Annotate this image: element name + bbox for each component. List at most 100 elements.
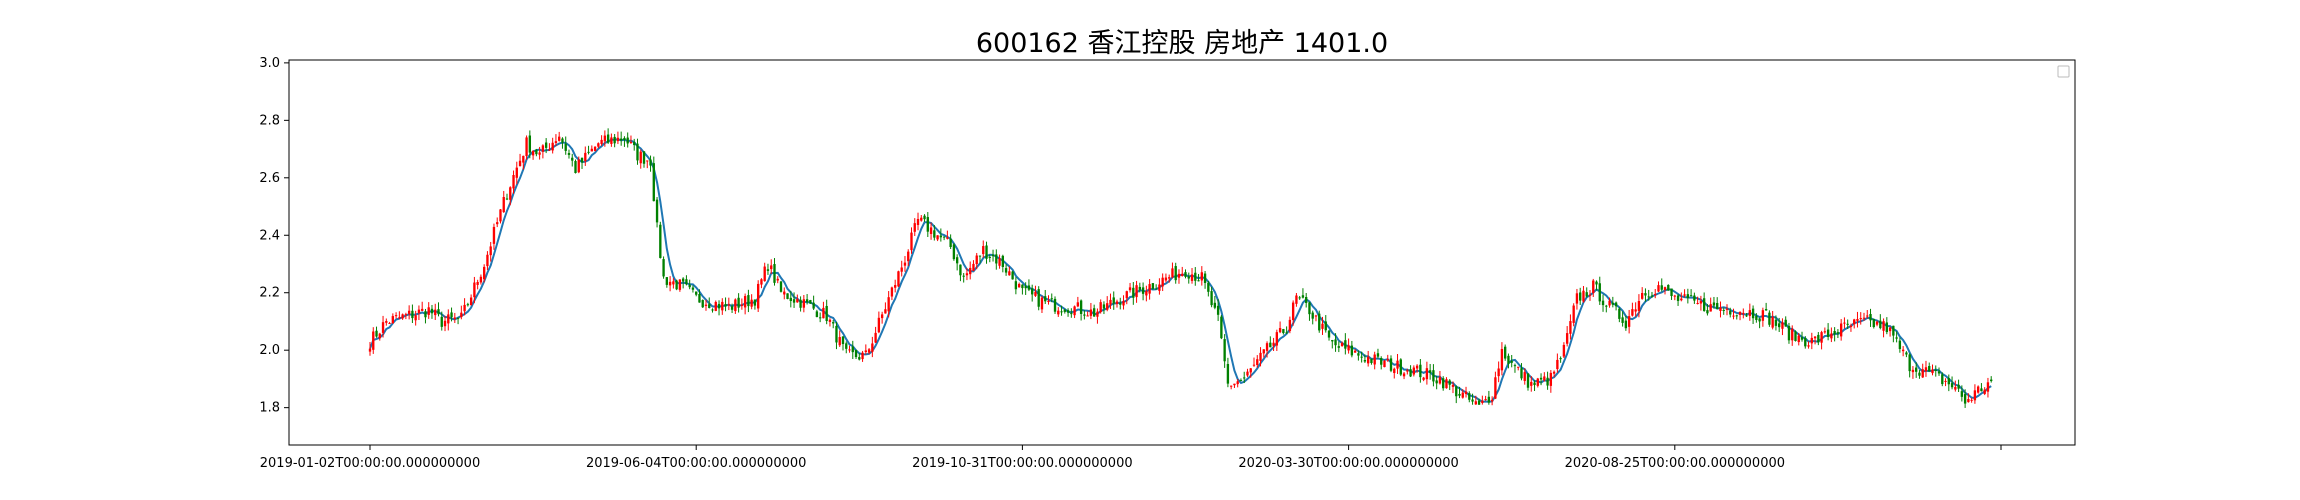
- candle-body: [584, 152, 587, 162]
- candle-body: [946, 237, 949, 239]
- candle-body: [965, 273, 969, 276]
- candle-body: [1595, 281, 1598, 285]
- candle-body: [668, 281, 672, 286]
- candle-body: [381, 322, 385, 333]
- candle-body: [747, 295, 750, 307]
- candle-body: [760, 279, 763, 285]
- candle-body: [1670, 288, 1673, 297]
- candle-body: [486, 254, 489, 267]
- candle-body: [1066, 310, 1070, 313]
- candle-body: [936, 235, 939, 240]
- candle-body: [1070, 313, 1073, 315]
- candle-body: [1536, 378, 1539, 386]
- candle-body: [1141, 287, 1145, 294]
- candle-body: [580, 157, 584, 163]
- candle-body: [1631, 309, 1634, 316]
- candle-body: [1435, 380, 1438, 384]
- candle-body: [642, 151, 646, 164]
- candle-body: [1735, 315, 1738, 317]
- candle-body: [1314, 315, 1318, 317]
- candle-body: [1810, 337, 1813, 344]
- candle-body: [619, 138, 623, 141]
- candle-body: [916, 218, 920, 225]
- candle-body: [1507, 355, 1510, 364]
- candle-body: [1027, 285, 1031, 290]
- candle-body: [1331, 340, 1334, 342]
- candle-body: [1174, 266, 1177, 281]
- candle-body: [1709, 304, 1712, 312]
- candle-body: [1588, 294, 1592, 296]
- y-axis: 1.8 2.0 2.2 2.4 2.6 2.8 3.0: [259, 56, 289, 416]
- candle-body: [779, 281, 783, 292]
- candle-body: [1344, 340, 1347, 349]
- candle-body: [515, 167, 518, 178]
- candle-body: [1663, 287, 1667, 291]
- candle-body: [440, 316, 443, 327]
- candle-body: [1132, 287, 1135, 298]
- candle-body: [822, 307, 825, 319]
- candle-body: [978, 255, 982, 257]
- candle-body: [825, 305, 828, 322]
- candle-body: [1983, 389, 1986, 394]
- candle-body: [1295, 295, 1298, 304]
- candle-body: [939, 235, 943, 238]
- candle-body: [1053, 298, 1057, 312]
- candle-body: [1092, 308, 1096, 317]
- candle-body: [1797, 335, 1800, 343]
- x-tick-label: 2020-03-30T00:00:00.000000000: [1238, 456, 1458, 471]
- candle-body: [636, 143, 639, 161]
- candle-body: [1510, 360, 1513, 363]
- candle-body: [1412, 367, 1416, 375]
- candle-body: [1112, 297, 1115, 304]
- candle-body: [1549, 372, 1553, 386]
- candle-body: [1334, 339, 1337, 346]
- candle-body: [1908, 354, 1911, 372]
- candle-body: [1399, 359, 1402, 375]
- candle-body: [512, 175, 515, 189]
- candle-body: [933, 230, 936, 238]
- candle-body: [1471, 399, 1474, 402]
- candle-body: [1484, 399, 1487, 401]
- candle-body: [942, 236, 946, 238]
- candle-body: [1830, 333, 1833, 339]
- candle-body: [1745, 315, 1748, 317]
- candles-layer: [368, 128, 1993, 408]
- candle-body: [1063, 309, 1066, 312]
- candle-body: [1539, 377, 1543, 380]
- candle-body: [1794, 331, 1797, 342]
- legend-box: [2057, 65, 2070, 78]
- candle-body: [740, 304, 744, 306]
- candle-body: [969, 267, 972, 275]
- candle-body: [1187, 276, 1190, 279]
- candle-body: [1611, 302, 1614, 305]
- candle-body: [1624, 320, 1628, 329]
- candle-body: [1911, 369, 1915, 373]
- candle-body: [952, 244, 956, 260]
- candle-body: [678, 279, 682, 290]
- candle-body: [1921, 369, 1924, 378]
- candle-body: [1879, 320, 1882, 329]
- candle-body: [708, 304, 711, 309]
- candle-body: [1383, 360, 1386, 368]
- candle-body: [1575, 293, 1579, 304]
- candle-body: [1432, 370, 1435, 382]
- candle-body: [613, 136, 616, 144]
- candle-body: [1791, 328, 1794, 341]
- y-tick-label: 2.2: [259, 286, 280, 301]
- candle-body: [502, 196, 505, 213]
- candle-body: [1627, 316, 1631, 327]
- candle-body: [763, 266, 766, 282]
- candle-body: [1497, 368, 1500, 377]
- candle-body: [417, 309, 421, 314]
- x-tick-label: 2019-10-31T00:00:00.000000000: [912, 456, 1132, 471]
- candle-body: [1239, 380, 1243, 382]
- candle-body: [479, 276, 483, 283]
- candle-body: [698, 294, 701, 303]
- candle-body: [903, 262, 907, 266]
- candle-body: [453, 317, 456, 319]
- candle-body: [1774, 319, 1778, 326]
- candle-body: [1203, 273, 1207, 283]
- candle-body: [469, 297, 473, 306]
- candle-body: [1396, 360, 1399, 369]
